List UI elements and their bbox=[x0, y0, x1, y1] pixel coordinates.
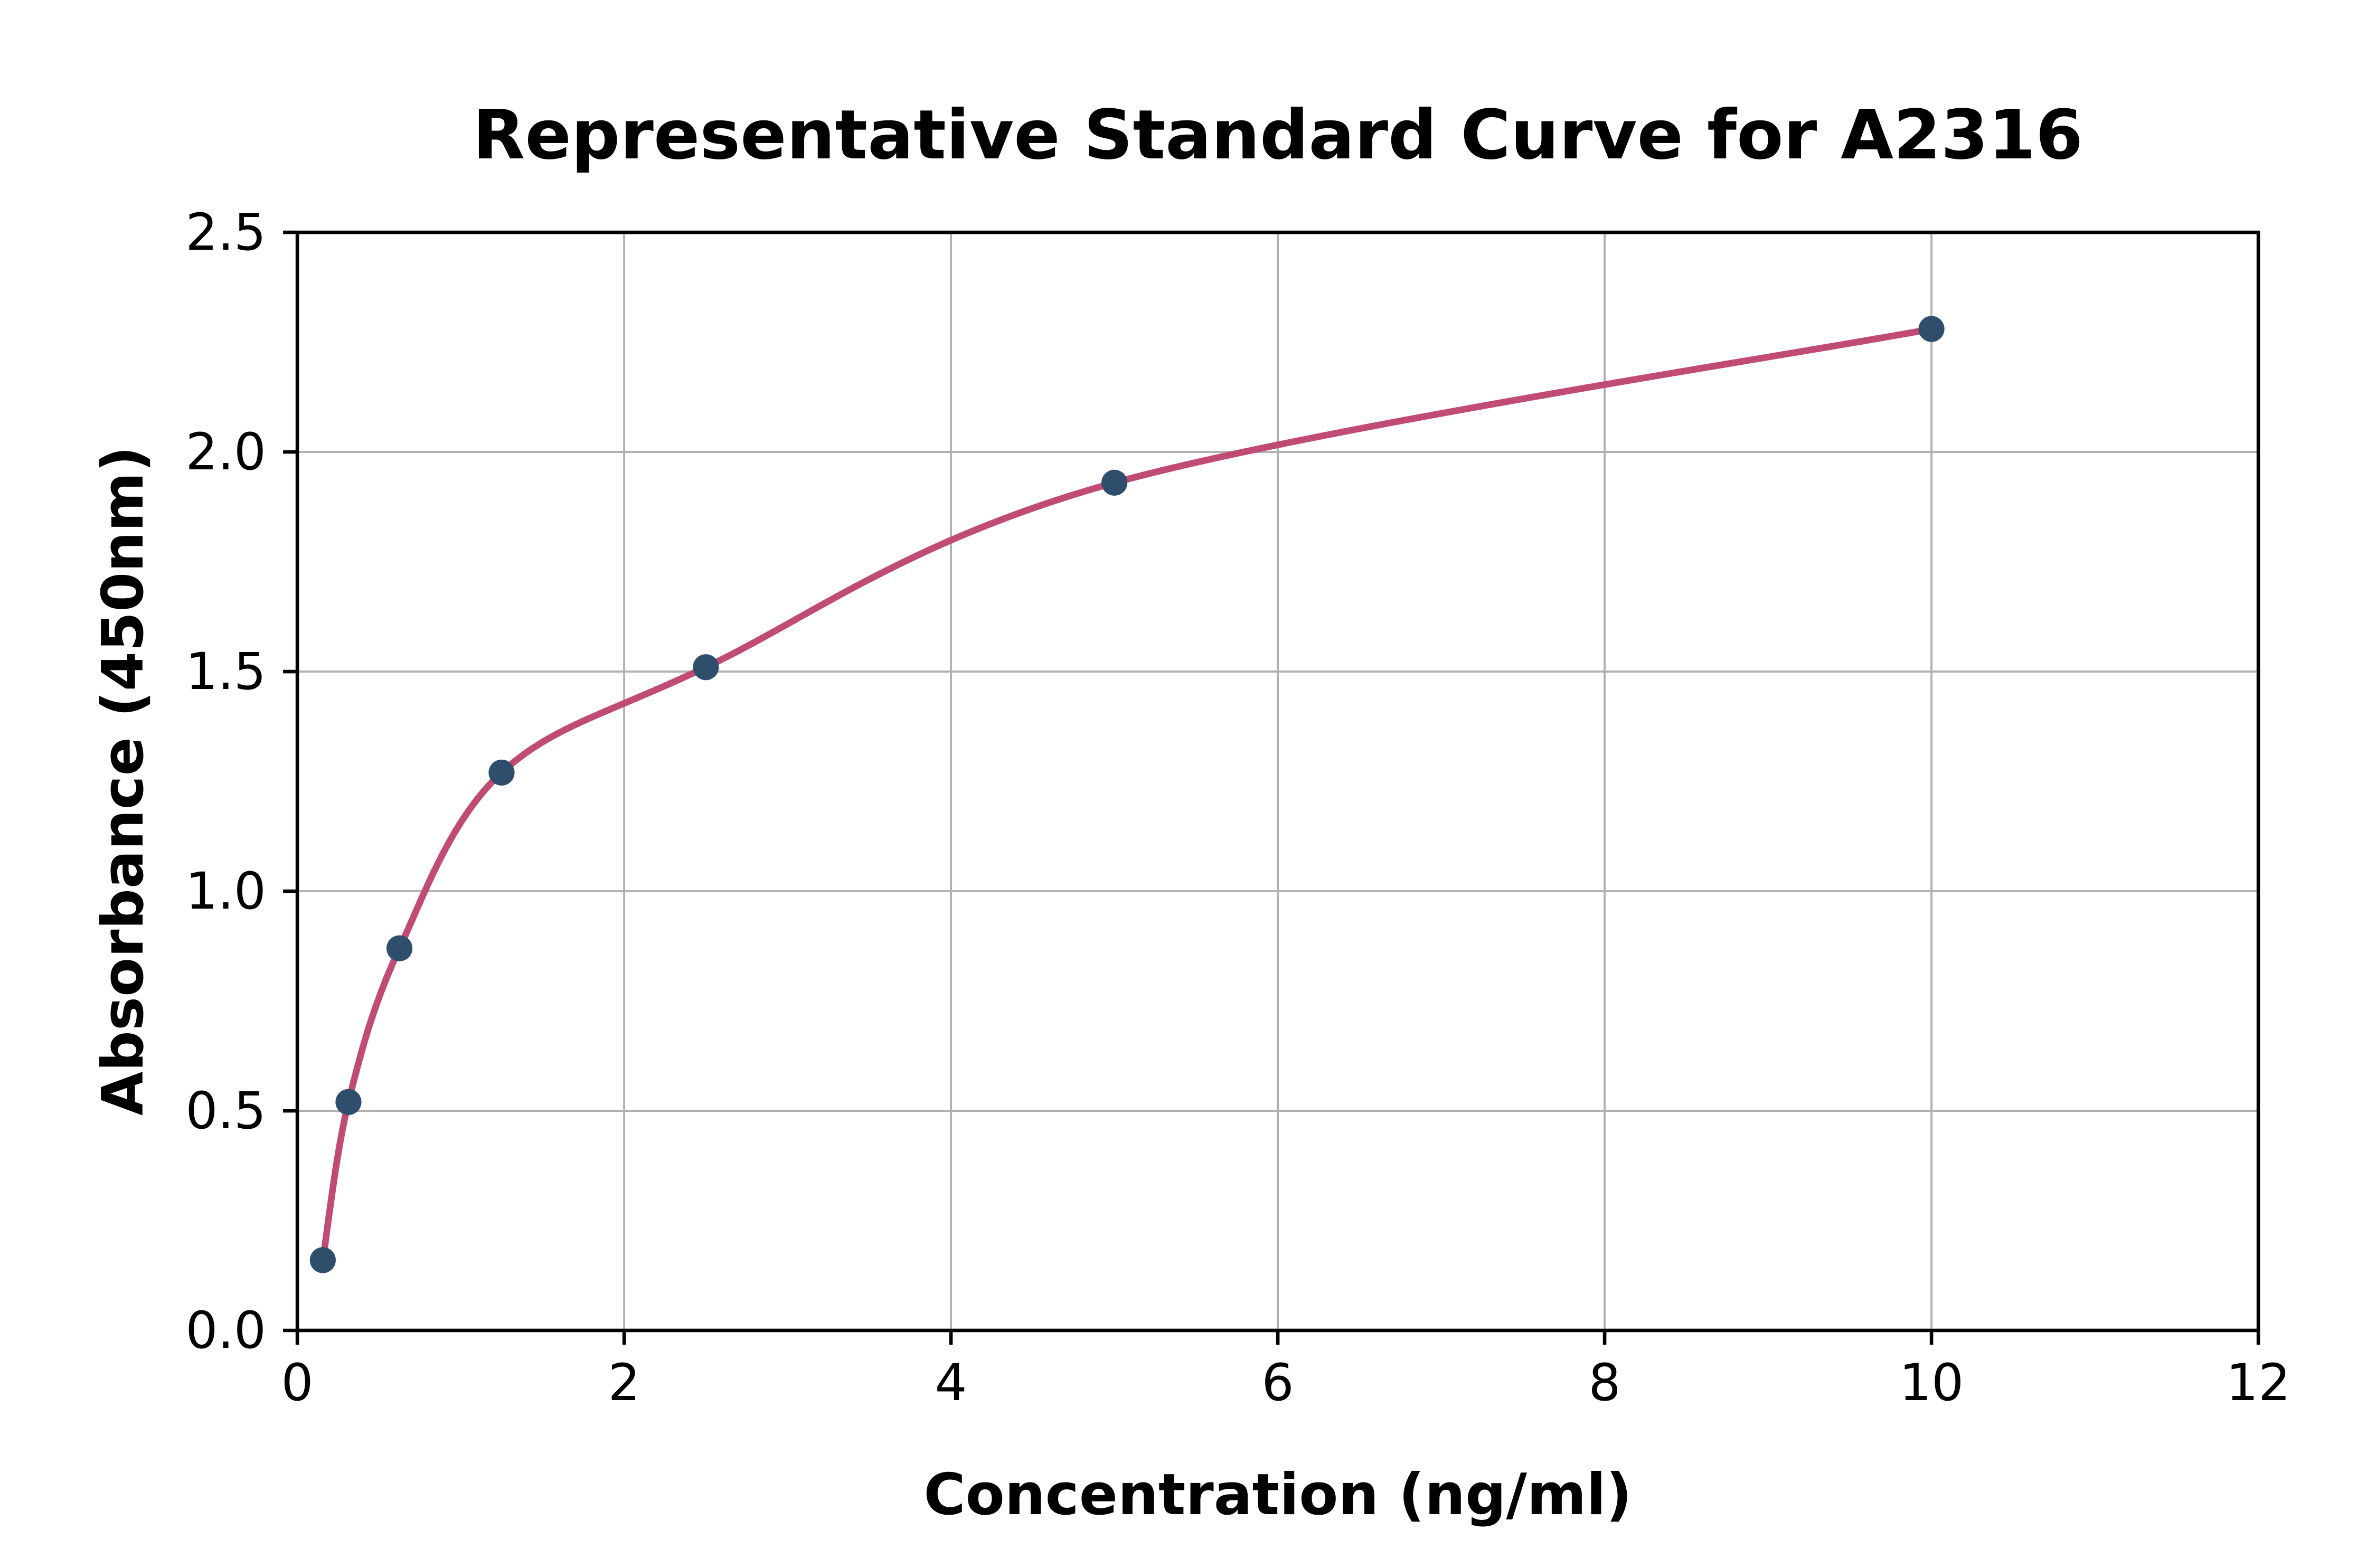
y-tick-label: 1.5 bbox=[185, 642, 266, 701]
y-axis-label: Absorbance (450nm) bbox=[90, 446, 156, 1116]
fit-curve-path bbox=[319, 325, 1935, 1264]
x-axis-label: Concentration (ng/ml) bbox=[923, 1462, 1632, 1528]
y-tick-label: 2.5 bbox=[185, 203, 266, 262]
data-point bbox=[693, 654, 719, 681]
data-point bbox=[309, 1247, 336, 1273]
y-tick-label: 0.0 bbox=[185, 1301, 266, 1360]
tick-labels: 0 2 4 6 8 10 12 0.0 0.5 1.0 1.5 2.0 2.5 bbox=[185, 203, 2290, 1412]
data-point bbox=[386, 935, 413, 961]
gridlines bbox=[297, 232, 2259, 1330]
data-point bbox=[335, 1089, 362, 1115]
x-tick-label: 8 bbox=[1589, 1353, 1621, 1412]
chart-title: Representative Standard Curve for A2316 bbox=[473, 96, 2083, 175]
data-point bbox=[1918, 316, 1945, 342]
y-tick-label: 0.5 bbox=[185, 1081, 266, 1140]
fit-curve bbox=[319, 325, 1935, 1264]
data-point bbox=[1101, 469, 1128, 496]
x-tick-label: 10 bbox=[1899, 1353, 1964, 1412]
axis-ticks bbox=[283, 230, 2260, 1345]
x-tick-label: 2 bbox=[608, 1353, 640, 1412]
x-tick-label: 0 bbox=[281, 1353, 314, 1412]
data-point bbox=[488, 759, 515, 786]
data-points bbox=[309, 316, 1945, 1273]
y-tick-label: 1.0 bbox=[185, 862, 266, 921]
x-tick-label: 6 bbox=[1262, 1353, 1294, 1412]
x-tick-label: 12 bbox=[2226, 1353, 2290, 1412]
y-tick-label: 2.0 bbox=[185, 422, 266, 481]
x-tick-label: 4 bbox=[935, 1353, 967, 1412]
